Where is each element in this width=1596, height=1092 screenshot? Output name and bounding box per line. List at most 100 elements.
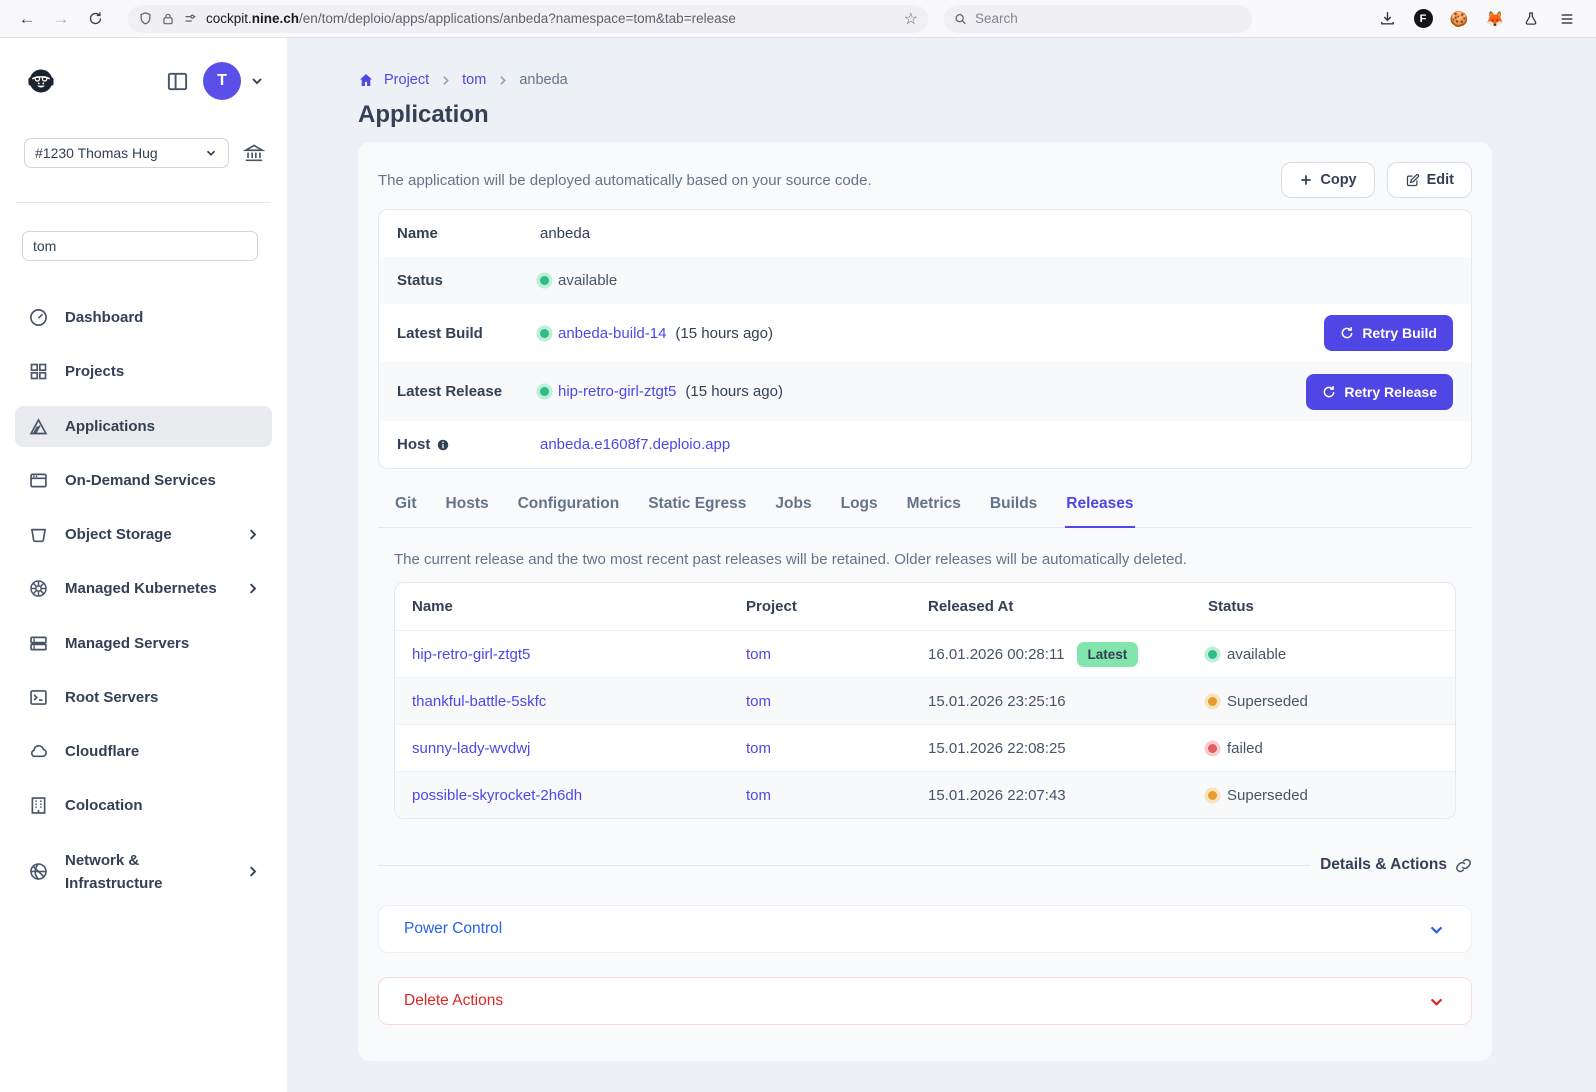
retry-build-button[interactable]: Retry Build xyxy=(1324,315,1453,351)
downloads-button[interactable] xyxy=(1374,6,1400,32)
shield-icon[interactable] xyxy=(138,11,153,26)
latest-release-link[interactable]: hip-retro-girl-ztgt5 xyxy=(558,383,677,400)
sidebar-item-object-storage[interactable]: Object Storage xyxy=(15,514,272,555)
edit-button[interactable]: Edit xyxy=(1386,162,1472,198)
delete-actions-label: Delete Actions xyxy=(404,992,504,1009)
release-row: sunny-lady-wvdwj tom 15.01.2026 22:08:25… xyxy=(395,724,1455,771)
fox-icon: 🦊 xyxy=(1485,10,1505,28)
copy-button[interactable]: Copy xyxy=(1281,162,1375,198)
details-actions-link[interactable]: Details & Actions xyxy=(1320,856,1472,874)
forward-button[interactable]: → xyxy=(52,8,70,28)
retry-release-button[interactable]: Retry Release xyxy=(1306,373,1453,410)
bookmark-star-icon[interactable]: ☆ xyxy=(903,10,918,28)
refresh-icon xyxy=(1341,327,1353,339)
tab-releases[interactable]: Releases xyxy=(1065,495,1135,528)
home-icon[interactable] xyxy=(358,72,374,88)
plus-icon xyxy=(1301,175,1312,185)
application-description: The application will be deployed automat… xyxy=(378,171,872,189)
breadcrumb-current: anbeda xyxy=(519,72,568,88)
tab-logs[interactable]: Logs xyxy=(840,495,878,512)
latest-build-link[interactable]: anbeda-build-14 xyxy=(558,324,667,342)
main-content: Project tom anbeda Application The appli… xyxy=(287,38,1596,1092)
release-name-link[interactable]: possible-skyrocket-2h6dh xyxy=(412,786,583,804)
release-status: Superseded xyxy=(1227,786,1308,804)
browser-search-input[interactable] xyxy=(974,11,1242,26)
release-name-link[interactable]: sunny-lady-wvdwj xyxy=(412,739,531,757)
divider xyxy=(378,864,1311,866)
sidebar-item-root-servers[interactable]: Root Servers xyxy=(15,677,272,718)
url-bar[interactable]: cockpit.nine.ch/en/tom/deploio/apps/appl… xyxy=(128,4,928,33)
release-status: Superseded xyxy=(1227,692,1308,710)
metamask-extension-button[interactable]: 🦊 xyxy=(1482,6,1508,32)
menu-button[interactable] xyxy=(1554,6,1580,32)
breadcrumb-separator-icon xyxy=(439,74,452,87)
power-control-label: Power Control xyxy=(404,920,503,937)
tab-static-egress[interactable]: Static Egress xyxy=(648,495,747,512)
sidebar-item-cloudflare[interactable]: Cloudflare xyxy=(15,731,272,772)
tab-jobs[interactable]: Jobs xyxy=(775,495,812,512)
sidebar-item-applications[interactable]: Applications xyxy=(15,405,272,447)
sidebar-item-managed-kubernetes[interactable]: Managed Kubernetes xyxy=(15,568,272,609)
sidebar-item-dashboard[interactable]: Dashboard xyxy=(15,297,272,338)
tab-metrics[interactable]: Metrics xyxy=(906,495,961,512)
release-name-link[interactable]: thankful-battle-5skfc xyxy=(412,692,547,710)
sidebar-item-network-infrastructure[interactable]: Network & Infrastructure xyxy=(15,840,272,905)
breadcrumb: Project tom anbeda xyxy=(358,72,1492,88)
lock-icon[interactable] xyxy=(161,12,175,26)
info-icon[interactable] xyxy=(436,438,450,452)
back-button[interactable]: ← xyxy=(18,8,36,28)
search-icon xyxy=(955,13,966,24)
host-link[interactable]: anbeda.e1608f7.deploio.app xyxy=(540,436,731,453)
reload-button[interactable] xyxy=(80,5,110,33)
tab-bar: Git Hosts Configuration Static Egress Jo… xyxy=(378,495,1472,528)
info-row-latest-release: Latest Release hip-retro-girl-ztgt5 (15 … xyxy=(379,362,1471,421)
account-select[interactable]: #1230 Thomas Hug xyxy=(24,138,229,168)
releases-table-header: Name Project Released At Status xyxy=(412,598,1254,615)
chevron-right-icon xyxy=(245,581,260,596)
breadcrumb-project-link[interactable]: Project xyxy=(384,72,430,88)
tab-configuration[interactable]: Configuration xyxy=(517,495,620,512)
tab-git[interactable]: Git xyxy=(395,495,417,512)
permissions-icon[interactable] xyxy=(183,11,198,26)
breadcrumb-namespace-link[interactable]: tom xyxy=(462,72,487,88)
chevron-right-icon xyxy=(245,527,260,542)
cookie-extension-button[interactable]: 🍪 xyxy=(1446,6,1472,32)
network-icon xyxy=(27,861,49,882)
power-control-accordion[interactable]: Power Control xyxy=(378,905,1472,953)
url-text: cockpit.nine.ch/en/tom/deploio/apps/appl… xyxy=(206,11,736,26)
extension-f-button[interactable]: F xyxy=(1410,6,1436,32)
status-dot-green xyxy=(540,276,549,285)
collapse-sidebar-icon[interactable] xyxy=(166,70,189,93)
info-row-name: Name anbeda xyxy=(379,210,1471,257)
bank-icon[interactable] xyxy=(243,142,265,164)
release-status: available xyxy=(1227,645,1287,663)
user-avatar[interactable]: T xyxy=(203,62,241,100)
sidebar-item-projects[interactable]: Projects xyxy=(15,351,272,392)
release-name-link[interactable]: hip-retro-girl-ztgt5 xyxy=(412,645,531,663)
namespace-filter-input[interactable] xyxy=(22,231,258,261)
browser-search[interactable] xyxy=(944,4,1252,33)
info-row-status: Status available xyxy=(379,257,1471,304)
account-menu-chevron-icon[interactable] xyxy=(249,73,265,89)
tab-hosts[interactable]: Hosts xyxy=(445,495,489,512)
object-storage-icon xyxy=(27,524,49,545)
sidebar: T #1230 Thomas Hug xyxy=(0,38,287,1092)
release-project-link[interactable]: tom xyxy=(746,739,772,757)
f-extension-icon: F xyxy=(1413,9,1433,28)
release-project-link[interactable]: tom xyxy=(746,645,772,663)
release-project-link[interactable]: tom xyxy=(746,786,772,804)
flask-extension-button[interactable] xyxy=(1518,6,1544,32)
latest-build-age: (15 hours ago) xyxy=(675,324,773,342)
sidebar-item-on-demand-services[interactable]: On-Demand Services xyxy=(15,460,272,501)
sidebar-item-managed-servers[interactable]: Managed Servers xyxy=(15,623,272,664)
tab-builds[interactable]: Builds xyxy=(989,495,1038,512)
projects-icon xyxy=(27,361,49,382)
delete-actions-accordion[interactable]: Delete Actions xyxy=(378,977,1472,1025)
managed-servers-icon xyxy=(27,633,49,654)
sidebar-item-colocation[interactable]: Colocation xyxy=(15,785,272,826)
status-dot-green xyxy=(1208,649,1217,659)
edit-pencil-icon xyxy=(1406,173,1419,186)
flask-icon xyxy=(1525,11,1537,25)
sidebar-divider xyxy=(16,202,271,203)
release-project-link[interactable]: tom xyxy=(746,692,772,710)
